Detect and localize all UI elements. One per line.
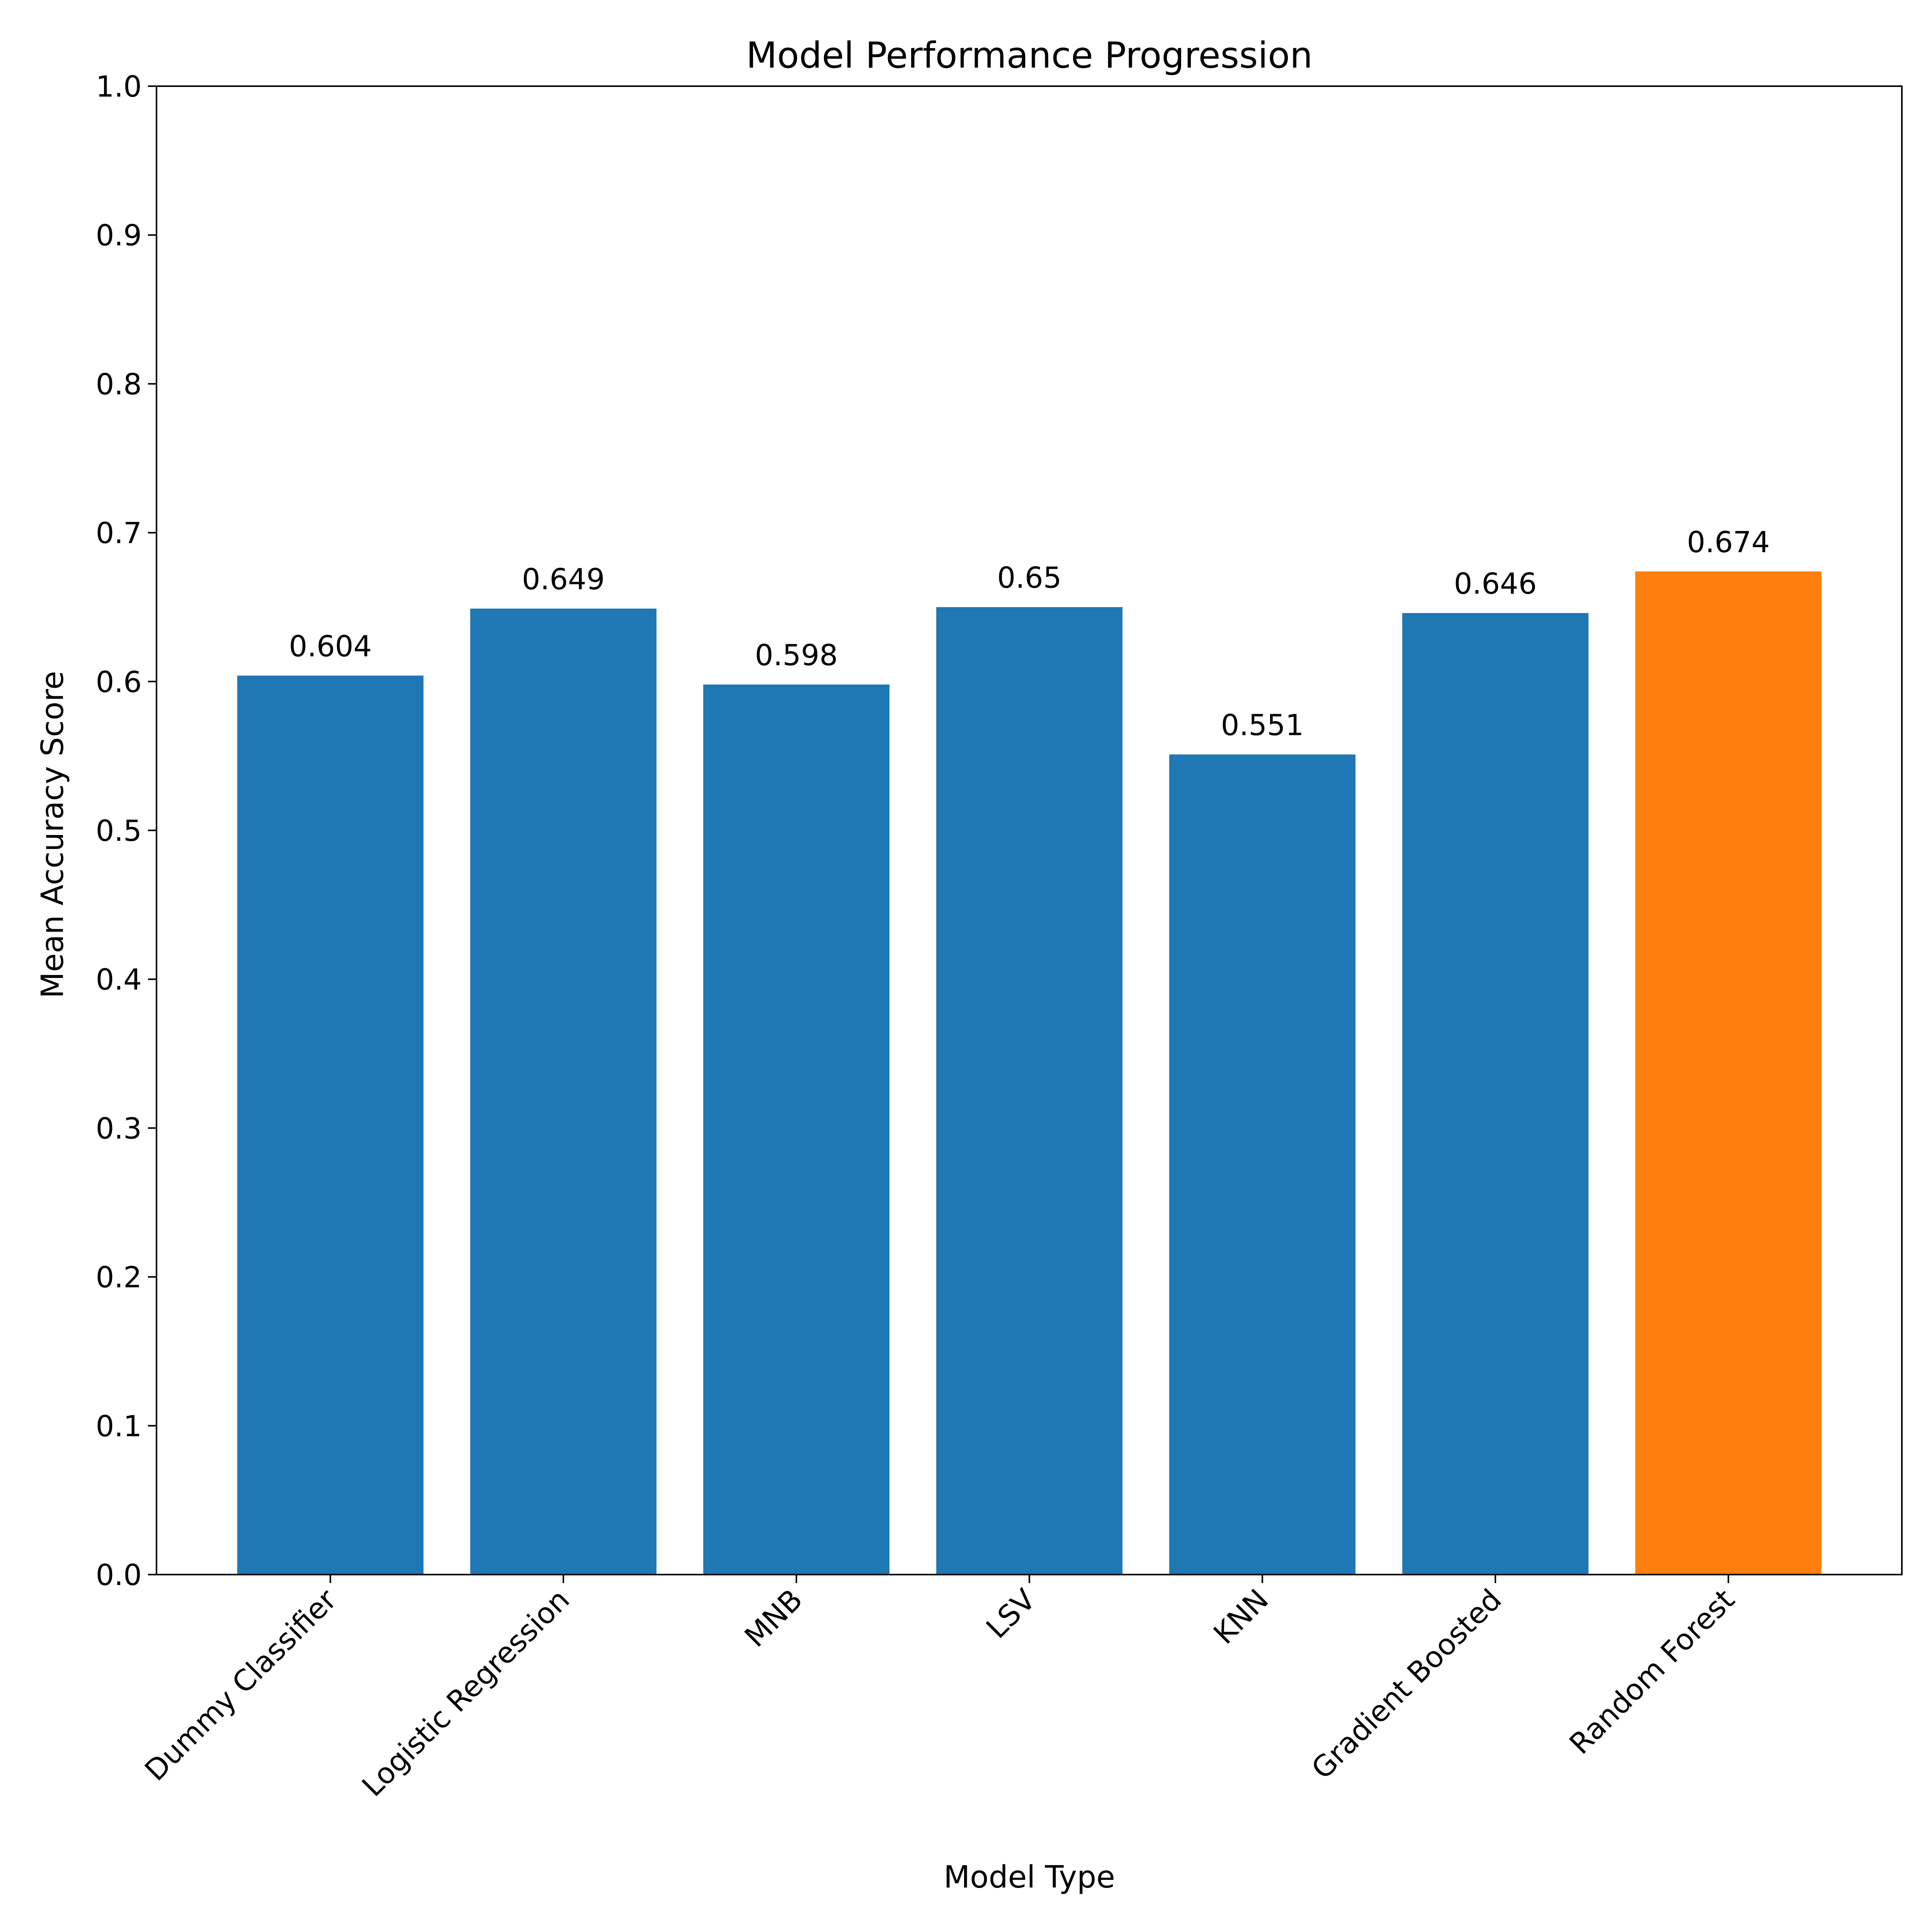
bar-dummy-classifier xyxy=(237,675,423,1575)
x-tick-label: Logistic Regression xyxy=(355,1583,576,1803)
x-tick-label: Dummy Classifier xyxy=(138,1582,343,1787)
chart-title: Model Performance Progression xyxy=(746,34,1313,76)
bar-knn xyxy=(1169,754,1355,1575)
y-tick-label: 0.7 xyxy=(96,516,142,550)
y-axis-label: Mean Accuracy Score xyxy=(35,671,70,998)
bar-value-label: 0.646 xyxy=(1454,567,1537,601)
y-tick-label: 0.6 xyxy=(96,665,142,699)
y-tick-label: 0.1 xyxy=(96,1409,142,1443)
bar-random-forest xyxy=(1635,571,1821,1575)
y-tick-label: 0.8 xyxy=(96,367,142,401)
x-axis-label: Model Type xyxy=(944,1859,1115,1895)
bar-value-label: 0.65 xyxy=(997,561,1062,595)
bar-logistic-regression xyxy=(470,609,656,1575)
x-tick-label: MNB xyxy=(738,1583,809,1654)
bar-value-label: 0.674 xyxy=(1687,525,1770,559)
bar-value-label: 0.598 xyxy=(755,638,838,672)
x-tick-label: Gradient Boosted xyxy=(1305,1583,1508,1786)
plot-area: 0.0 0.1 0.2 0.3 0.4 0.5 0.6 0.7 0.8 0.9 1.0 Dummy C… xyxy=(96,70,1903,1803)
bar-value-label: 0.551 xyxy=(1221,708,1304,742)
x-tick-label: Random Forest xyxy=(1563,1583,1741,1761)
bar-gradient-boosted xyxy=(1402,613,1588,1575)
bar-lsv xyxy=(936,607,1122,1575)
y-tick-label: 1.0 xyxy=(96,70,142,104)
y-tick-label: 0.2 xyxy=(96,1260,142,1294)
y-tick-label: 0.5 xyxy=(96,814,142,848)
bar-value-label: 0.649 xyxy=(522,562,605,596)
x-tick-label: KNN xyxy=(1207,1583,1275,1651)
bar-value-label: 0.604 xyxy=(289,629,372,663)
y-tick-label: 0.0 xyxy=(96,1558,142,1592)
y-tick-label: 0.9 xyxy=(96,218,142,252)
x-tick-label: LSV xyxy=(980,1583,1042,1645)
y-tick-label: 0.3 xyxy=(96,1111,142,1145)
bar-mnb xyxy=(703,684,889,1575)
y-tick-label: 0.4 xyxy=(96,963,142,997)
